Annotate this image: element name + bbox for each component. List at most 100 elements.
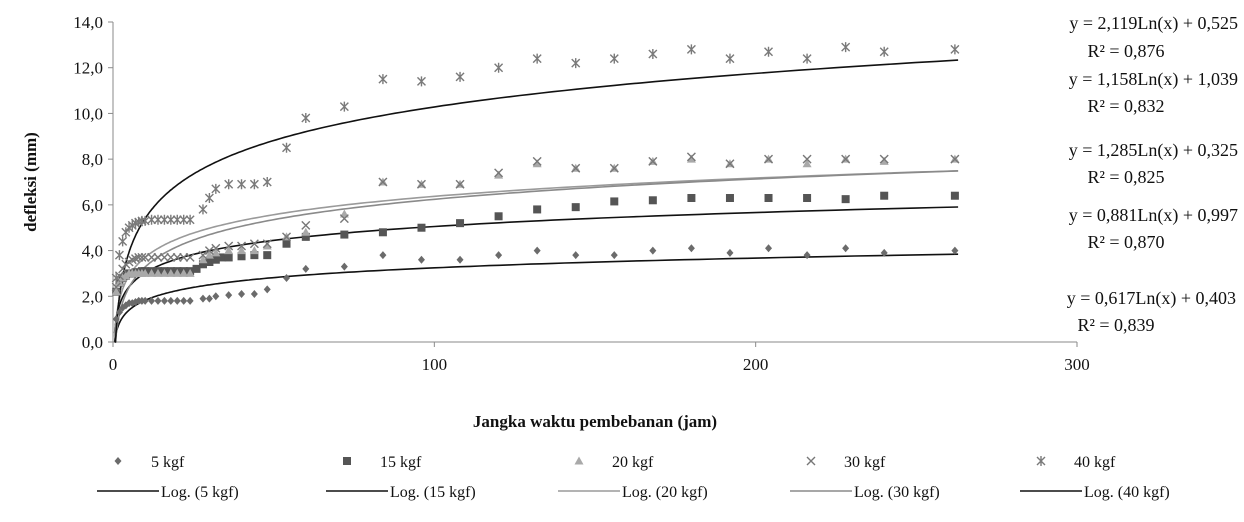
marker-shape [166, 268, 176, 277]
legend-label-40-kgf: 40 kgf [1074, 454, 1116, 471]
data-point-40-kgf [648, 49, 658, 59]
marker-shape [212, 292, 220, 301]
marker-shape [532, 159, 542, 168]
data-point-15-kgf [192, 264, 201, 273]
data-point-30-kgf [159, 252, 169, 262]
data-point-5-kgf [141, 296, 149, 305]
x-tick-label: 300 [1064, 355, 1090, 374]
y-axis-title: defleksi (mm) [21, 132, 40, 232]
data-point-20-kgf [262, 241, 272, 250]
marker-shape [179, 214, 189, 225]
x-tick-label: 200 [743, 355, 769, 374]
marker-shape [765, 244, 773, 253]
marker-shape [153, 214, 163, 225]
data-point-40-kgf [249, 179, 259, 190]
marker-shape [147, 252, 157, 262]
marker-shape [111, 287, 121, 296]
marker-shape [726, 248, 734, 257]
data-point-5-kgf [649, 246, 657, 255]
data-point-15-kgf [205, 258, 214, 266]
marker-shape [148, 296, 156, 305]
data-point-5-kgf [379, 251, 387, 260]
y-tick-label: 14,0 [73, 13, 103, 32]
marker-shape [192, 264, 201, 273]
marker-shape [166, 214, 176, 225]
marker-shape [250, 290, 258, 298]
data-point-20-kgf [204, 250, 214, 259]
series-30-kgf [111, 152, 960, 292]
legend-label-20-kgf: 20 kgf [612, 454, 654, 471]
data-point-15-kgf [250, 251, 259, 260]
data-point-40-kgf [114, 250, 124, 261]
marker-shape [880, 248, 888, 257]
data-point-15-kgf [687, 194, 696, 202]
marker-shape [166, 252, 176, 262]
r2-5kgf: R² = 0,839 [1077, 315, 1154, 335]
marker-shape [572, 251, 580, 260]
marker-shape [141, 296, 149, 305]
data-point-5-kgf [572, 251, 580, 260]
data-point-5-kgf [212, 292, 220, 301]
marker-shape [160, 296, 168, 305]
data-point-5-kgf [186, 296, 194, 305]
marker-shape [879, 156, 889, 165]
marker-shape [179, 268, 189, 277]
data-point-30-kgf [301, 220, 311, 230]
data-point-40-kgf [282, 142, 292, 153]
marker-shape [686, 44, 696, 55]
marker-shape [648, 196, 657, 205]
data-point-30-kgf [339, 214, 349, 224]
marker-shape [301, 227, 311, 236]
marker-shape [179, 252, 189, 262]
data-point-40-kgf [211, 183, 221, 194]
data-point-20-kgf [249, 246, 259, 255]
data-point-20-kgf [301, 227, 311, 236]
data-point-30-kgf [802, 154, 812, 164]
marker-shape [339, 101, 349, 112]
data-point-20-kgf [111, 287, 121, 296]
marker-shape [648, 156, 658, 166]
data-point-15-kgf [218, 253, 227, 262]
data-point-30-kgf [455, 179, 465, 189]
data-point-20-kgf [532, 159, 542, 168]
data-point-30-kgf [648, 156, 658, 166]
data-point-20-kgf [179, 268, 189, 277]
legend: 5 kgf Log. (5 kgf) 15 kgf Log. (15 kgf) 20 k… [97, 454, 1170, 501]
marker-shape [237, 246, 247, 255]
data-point-5-kgf [263, 285, 271, 294]
marker-shape [185, 214, 195, 225]
data-point-5-kgf [199, 294, 207, 303]
data-point-30-kgf [211, 243, 221, 253]
marker-shape [205, 294, 213, 303]
marker-shape [204, 250, 214, 259]
marker-shape [147, 214, 157, 225]
marker-shape [218, 253, 227, 262]
marker-shape [263, 285, 271, 294]
marker-shape [237, 179, 247, 190]
marker-shape [764, 194, 773, 202]
marker-shape [343, 457, 351, 465]
marker-shape [842, 244, 850, 253]
marker-shape [185, 268, 195, 277]
data-point-30-kgf [282, 232, 292, 242]
marker-shape [153, 252, 163, 262]
data-point-20-kgf [237, 246, 247, 255]
r2-30kgf: R² = 0,825 [1087, 167, 1164, 187]
data-point-5-kgf [173, 296, 181, 305]
marker-shape [249, 246, 259, 255]
equation-30kgf: y = 1,285Ln(x) + 0,325 [1069, 140, 1238, 161]
marker-shape [725, 194, 734, 202]
data-point-5-kgf [167, 296, 175, 305]
data-point-30-kgf [166, 252, 176, 262]
data-point-5-kgf [160, 296, 168, 305]
data-point-30-kgf [686, 152, 696, 162]
data-point-30-kgf [571, 163, 581, 173]
data-point-40-kgf [185, 214, 195, 225]
data-point-40-kgf [166, 214, 176, 225]
marker-shape [340, 262, 348, 271]
marker-shape [1036, 456, 1046, 466]
data-point-30-kgf [153, 252, 163, 262]
marker-shape [802, 154, 812, 164]
equation-5kgf: y = 0,617Ln(x) + 0,403 [1067, 288, 1236, 309]
data-point-15-kgf [301, 232, 310, 241]
